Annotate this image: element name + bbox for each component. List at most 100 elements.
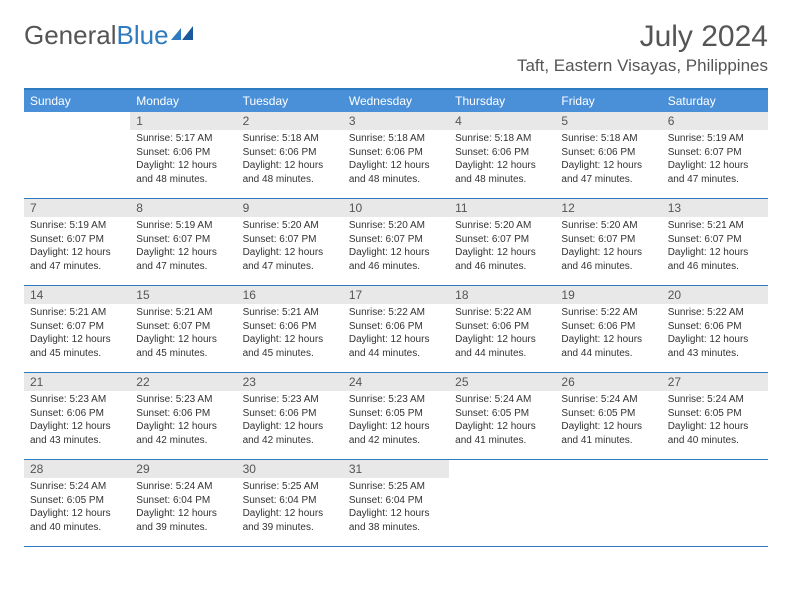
day-dl2: and 46 minutes. [561,260,655,274]
day-number: 25 [449,373,555,391]
day-cell: 9Sunrise: 5:20 AMSunset: 6:07 PMDaylight… [237,199,343,285]
day-dl2: and 47 minutes. [561,173,655,187]
day-ss: Sunset: 6:05 PM [349,407,443,421]
day-body: Sunrise: 5:18 AMSunset: 6:06 PMDaylight:… [237,130,343,190]
day-body: Sunrise: 5:24 AMSunset: 6:05 PMDaylight:… [662,391,768,451]
day-cell: 25Sunrise: 5:24 AMSunset: 6:05 PMDayligh… [449,373,555,459]
day-ss: Sunset: 6:06 PM [30,407,124,421]
day-dl2: and 39 minutes. [136,521,230,535]
day-ss: Sunset: 6:05 PM [30,494,124,508]
day-ss: Sunset: 6:06 PM [243,146,337,160]
day-sr: Sunrise: 5:18 AM [349,132,443,146]
day-dl1: Daylight: 12 hours [136,507,230,521]
day-sr: Sunrise: 5:23 AM [30,393,124,407]
day-sr: Sunrise: 5:20 AM [455,219,549,233]
day-ss: Sunset: 6:06 PM [136,146,230,160]
day-ss: Sunset: 6:07 PM [349,233,443,247]
day-sr: Sunrise: 5:18 AM [561,132,655,146]
day-body: Sunrise: 5:21 AMSunset: 6:07 PMDaylight:… [662,217,768,277]
header: GeneralBlue July 2024 Taft, Eastern Visa… [0,0,792,80]
day-cell: 14Sunrise: 5:21 AMSunset: 6:07 PMDayligh… [24,286,130,372]
day-number: 2 [237,112,343,130]
day-dl1: Daylight: 12 hours [668,159,762,173]
day-dl1: Daylight: 12 hours [349,246,443,260]
day-cell: 15Sunrise: 5:21 AMSunset: 6:07 PMDayligh… [130,286,236,372]
day-number: 24 [343,373,449,391]
day-dl2: and 45 minutes. [30,347,124,361]
month-title: July 2024 [517,20,768,54]
day-number: 16 [237,286,343,304]
day-number: 19 [555,286,661,304]
day-cell: 22Sunrise: 5:23 AMSunset: 6:06 PMDayligh… [130,373,236,459]
week-row: 28Sunrise: 5:24 AMSunset: 6:05 PMDayligh… [24,460,768,547]
calendar: Sunday Monday Tuesday Wednesday Thursday… [24,88,768,547]
day-ss: Sunset: 6:07 PM [455,233,549,247]
day-cell [24,112,130,198]
day-ss: Sunset: 6:06 PM [243,320,337,334]
day-dl1: Daylight: 12 hours [561,333,655,347]
day-dl1: Daylight: 12 hours [30,420,124,434]
day-body: Sunrise: 5:22 AMSunset: 6:06 PMDaylight:… [662,304,768,364]
day-number: 13 [662,199,768,217]
logo-text-blue: Blue [117,20,169,51]
day-dl2: and 40 minutes. [668,434,762,448]
day-body: Sunrise: 5:22 AMSunset: 6:06 PMDaylight:… [343,304,449,364]
day-sr: Sunrise: 5:21 AM [30,306,124,320]
day-dl1: Daylight: 12 hours [136,159,230,173]
day-dl1: Daylight: 12 hours [30,333,124,347]
day-sr: Sunrise: 5:19 AM [136,219,230,233]
day-cell: 21Sunrise: 5:23 AMSunset: 6:06 PMDayligh… [24,373,130,459]
day-sr: Sunrise: 5:24 AM [668,393,762,407]
day-number: 11 [449,199,555,217]
day-sr: Sunrise: 5:21 AM [136,306,230,320]
day-cell: 11Sunrise: 5:20 AMSunset: 6:07 PMDayligh… [449,199,555,285]
week-row: 1Sunrise: 5:17 AMSunset: 6:06 PMDaylight… [24,112,768,199]
day-dl1: Daylight: 12 hours [455,333,549,347]
day-dl2: and 48 minutes. [243,173,337,187]
day-number: 22 [130,373,236,391]
day-cell: 18Sunrise: 5:22 AMSunset: 6:06 PMDayligh… [449,286,555,372]
day-dl2: and 39 minutes. [243,521,337,535]
day-dl2: and 38 minutes. [349,521,443,535]
day-number: 20 [662,286,768,304]
day-cell [449,460,555,546]
day-body: Sunrise: 5:19 AMSunset: 6:07 PMDaylight:… [130,217,236,277]
day-sr: Sunrise: 5:24 AM [455,393,549,407]
day-ss: Sunset: 6:06 PM [136,407,230,421]
day-cell: 6Sunrise: 5:19 AMSunset: 6:07 PMDaylight… [662,112,768,198]
day-dl1: Daylight: 12 hours [561,420,655,434]
day-dl2: and 46 minutes. [455,260,549,274]
day-body: Sunrise: 5:18 AMSunset: 6:06 PMDaylight:… [449,130,555,190]
day-dl2: and 41 minutes. [561,434,655,448]
day-number: 7 [24,199,130,217]
day-number: 17 [343,286,449,304]
day-sr: Sunrise: 5:24 AM [561,393,655,407]
week-row: 14Sunrise: 5:21 AMSunset: 6:07 PMDayligh… [24,286,768,373]
day-number: 27 [662,373,768,391]
day-body: Sunrise: 5:18 AMSunset: 6:06 PMDaylight:… [555,130,661,190]
day-number: 9 [237,199,343,217]
day-number: 10 [343,199,449,217]
day-sr: Sunrise: 5:21 AM [668,219,762,233]
day-dl2: and 44 minutes. [455,347,549,361]
day-cell: 1Sunrise: 5:17 AMSunset: 6:06 PMDaylight… [130,112,236,198]
day-cell: 28Sunrise: 5:24 AMSunset: 6:05 PMDayligh… [24,460,130,546]
day-number: 29 [130,460,236,478]
day-dl2: and 44 minutes. [349,347,443,361]
day-cell: 27Sunrise: 5:24 AMSunset: 6:05 PMDayligh… [662,373,768,459]
day-body: Sunrise: 5:19 AMSunset: 6:07 PMDaylight:… [662,130,768,190]
day-dl1: Daylight: 12 hours [30,507,124,521]
day-body: Sunrise: 5:18 AMSunset: 6:06 PMDaylight:… [343,130,449,190]
day-sr: Sunrise: 5:23 AM [243,393,337,407]
day-dl1: Daylight: 12 hours [136,246,230,260]
day-dl1: Daylight: 12 hours [243,159,337,173]
day-sr: Sunrise: 5:22 AM [668,306,762,320]
day-dl2: and 44 minutes. [561,347,655,361]
day-cell: 29Sunrise: 5:24 AMSunset: 6:04 PMDayligh… [130,460,236,546]
day-sr: Sunrise: 5:25 AM [243,480,337,494]
day-dl2: and 47 minutes. [136,260,230,274]
day-body: Sunrise: 5:22 AMSunset: 6:06 PMDaylight:… [555,304,661,364]
weeks-container: 1Sunrise: 5:17 AMSunset: 6:06 PMDaylight… [24,112,768,547]
day-dl2: and 42 minutes. [349,434,443,448]
day-sr: Sunrise: 5:18 AM [243,132,337,146]
